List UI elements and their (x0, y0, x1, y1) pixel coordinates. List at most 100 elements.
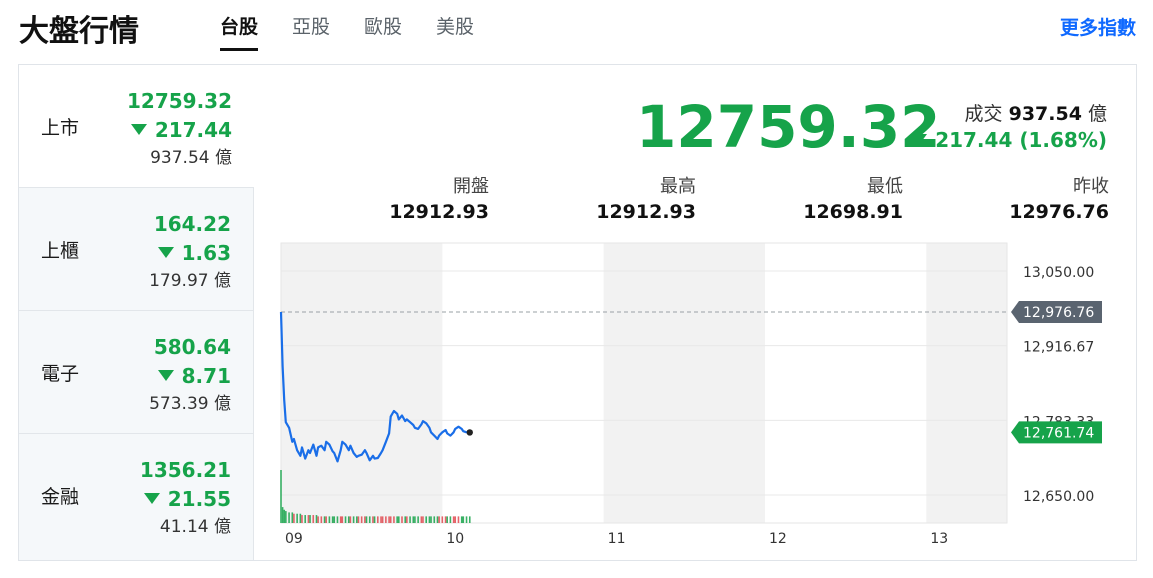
volume-bar (293, 513, 295, 523)
volume-bar (312, 515, 315, 523)
tab-asia[interactable]: 亞股 (292, 16, 331, 38)
volume-bar (307, 515, 310, 523)
sidebar-item-price: 164.22 (153, 212, 231, 236)
volume-bar (360, 516, 363, 523)
volume-bar (288, 512, 290, 523)
sidebar-item-name: 上市 (41, 117, 80, 139)
x-tick-label: 13 (930, 531, 948, 547)
x-tick-label: 09 (285, 531, 303, 547)
sidebar-item-finance[interactable]: 金融 1356.21 21.55 41.14 億 (19, 434, 254, 560)
stat-value: 12976.76 (1009, 201, 1109, 223)
volume-bar (320, 516, 323, 523)
volume-bar (465, 516, 468, 523)
volume-bar (388, 516, 390, 523)
stat-value: 12912.93 (389, 201, 489, 223)
volume-bar (417, 516, 419, 523)
volume-bar (452, 516, 455, 523)
volume-bar (462, 516, 465, 523)
volume-bar (285, 511, 287, 523)
volume-unit: 億 (214, 271, 231, 291)
volume-unit: 億 (214, 517, 231, 537)
volume-bar (380, 516, 382, 523)
volume-bar (341, 516, 344, 523)
sidebar-item-otc[interactable]: 上櫃 164.22 1.63 179.97 億 (19, 188, 254, 311)
volume-bar (397, 516, 400, 523)
volume-bar (299, 513, 302, 523)
sidebar-item-change: 21.55 (167, 487, 231, 511)
volume-bar (344, 516, 347, 523)
x-tick-label: 11 (608, 531, 626, 547)
tab-taiwan[interactable]: 台股 (220, 12, 259, 51)
down-triangle-icon (157, 370, 174, 381)
sidebar-item-volume: 41.14 (159, 517, 209, 537)
volume-bar (396, 516, 398, 523)
volume-unit: 億 (215, 148, 232, 168)
price-line (279, 311, 470, 463)
volume-bar (309, 515, 311, 523)
volume-bar (365, 516, 368, 523)
intraday-chart[interactable]: 13,050.0012,916.6712,783.3312,650.000910… (19, 65, 1136, 560)
more-indices-link[interactable]: 更多指數 (1059, 17, 1136, 39)
volume-bar (339, 516, 342, 523)
sidebar-item-price: 12759.32 (126, 89, 232, 113)
down-triangle-icon (157, 247, 174, 258)
stat-value: 12912.93 (596, 201, 696, 223)
stat-low: 最低 12698.91 (743, 172, 903, 223)
volume-bar (373, 516, 376, 523)
sidebar-item-volume: 179.97 (149, 271, 209, 291)
volume-bar (468, 516, 471, 523)
stat-label: 昨收 (1073, 176, 1109, 197)
volume-bar (280, 470, 282, 523)
volume-bar (436, 516, 439, 523)
sidebar-item-name: 金融 (41, 486, 80, 508)
sidebar-item-price: 1356.21 (139, 458, 231, 482)
volume-bar (428, 516, 431, 523)
volume-bar (347, 516, 350, 523)
y-tick-label: 12,916.67 (1023, 340, 1094, 356)
stat-value: 12698.91 (803, 201, 903, 223)
page-title: 大盤行情 (19, 14, 139, 49)
sidebar-item-electronics[interactable]: 電子 580.64 8.71 573.39 億 (19, 311, 254, 434)
volume-unit: 億 (214, 394, 231, 414)
x-tick-label: 10 (446, 531, 464, 547)
volume-bar (381, 516, 384, 523)
volume-bar (389, 516, 392, 523)
volume-bar (281, 507, 284, 523)
volume-bar (357, 516, 360, 523)
volume-bar (291, 512, 294, 523)
volume-bar (449, 516, 452, 523)
last-price-tag-bg (1011, 421, 1102, 444)
stat-high: 最高 12912.93 (536, 172, 696, 223)
stat-label: 開盤 (453, 176, 489, 197)
down-triangle-icon (143, 493, 160, 504)
tab-us[interactable]: 美股 (436, 16, 475, 38)
volume-bar (457, 516, 460, 523)
stat-label: 最低 (867, 176, 903, 197)
index-sidebar: 上市 12759.32 217.44 937.54 億 上櫃 164.22 1.… (19, 65, 254, 560)
volume-bar (412, 516, 415, 523)
down-triangle-icon (911, 134, 928, 145)
hour-band (603, 243, 765, 523)
x-tick-label: 12 (769, 531, 787, 547)
turnover: 成交 937.54 億 (965, 99, 1107, 126)
volume-bar (377, 516, 379, 523)
volume-bar (325, 516, 327, 523)
volume-bar (446, 516, 448, 523)
volume-bar (317, 516, 319, 523)
volume-bar (425, 516, 427, 523)
volume-bar (304, 515, 306, 523)
volume-bar (296, 513, 298, 523)
prev-close-tag: 12,976.76 (1023, 305, 1094, 321)
stat-label: 最高 (660, 176, 696, 197)
y-tick-label: 12,650.00 (1023, 489, 1094, 505)
sidebar-item-change: 8.71 (181, 364, 231, 388)
volume-bar (406, 516, 408, 523)
volume-bar (414, 516, 416, 523)
sidebar-item-listed[interactable]: 上市 12759.32 217.44 937.54 億 (19, 65, 254, 188)
volume-bar (356, 516, 358, 523)
last-point-marker (466, 429, 473, 436)
volume-bar (420, 516, 423, 523)
market-card: 上市 12759.32 217.44 937.54 億 上櫃 164.22 1.… (18, 64, 1137, 561)
volume-bar (393, 516, 395, 523)
tab-europe[interactable]: 歐股 (364, 16, 403, 38)
